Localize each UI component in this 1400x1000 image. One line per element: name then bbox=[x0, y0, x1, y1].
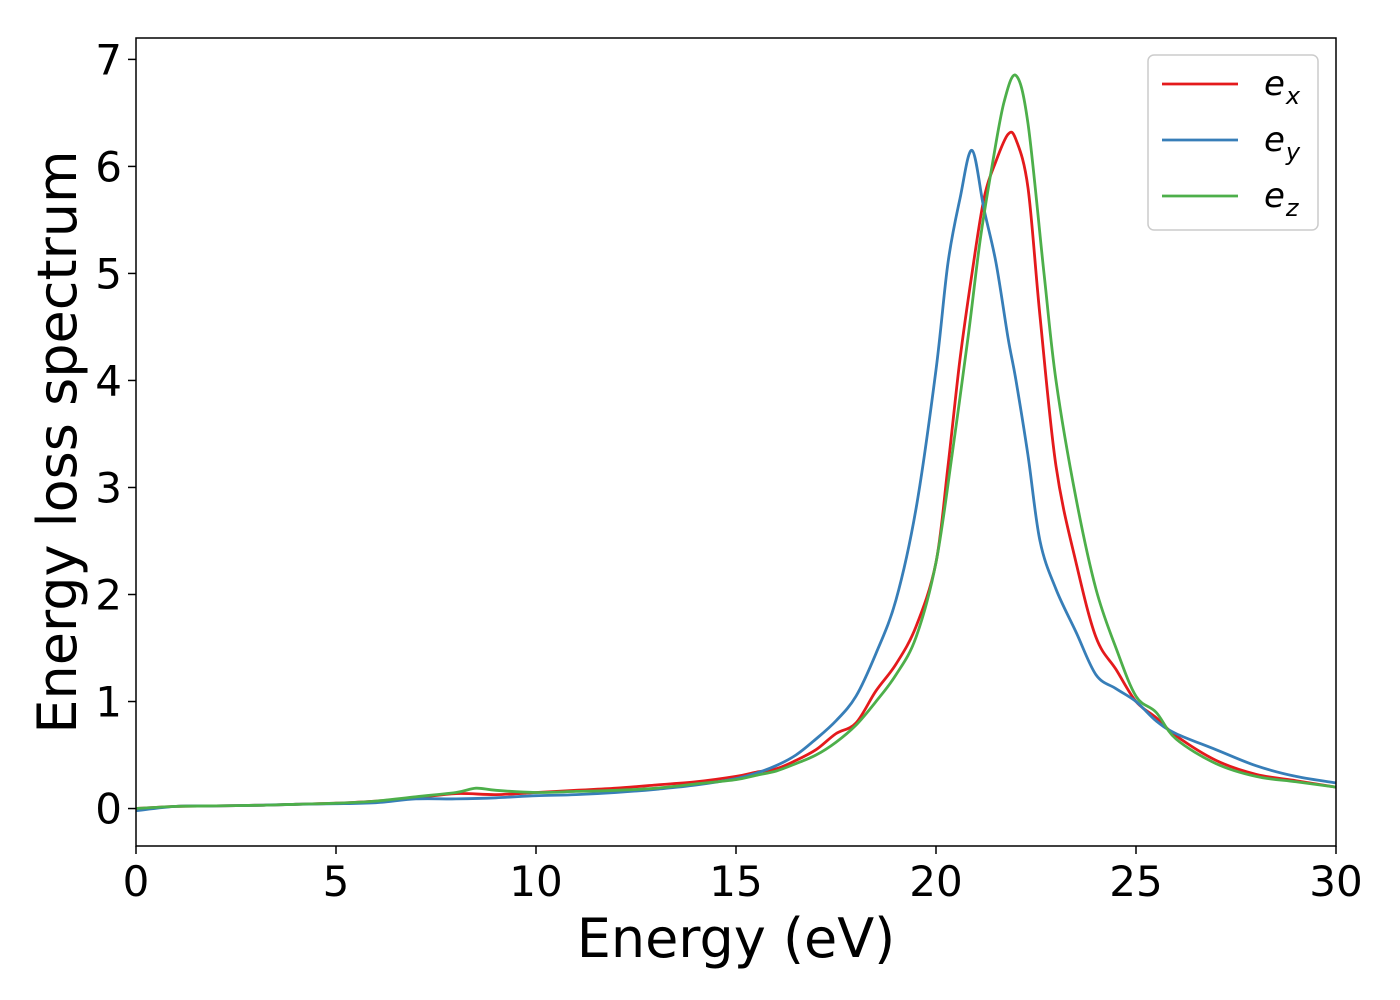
series-layer bbox=[135, 73, 1337, 813]
legend-box bbox=[1147, 54, 1319, 231]
y-tick-label: 5 bbox=[95, 249, 122, 298]
x-tick-label: 15 bbox=[709, 857, 762, 906]
y-tick-label: 1 bbox=[95, 678, 122, 727]
y-tick-label: 2 bbox=[95, 571, 122, 620]
y-tick-label: 6 bbox=[95, 142, 122, 191]
y-tick-label: 3 bbox=[95, 463, 122, 512]
x-tick-label: 5 bbox=[323, 857, 350, 906]
x-tick-label: 10 bbox=[509, 857, 562, 906]
x-tick-label: 25 bbox=[1109, 857, 1162, 906]
y-tick-label: 0 bbox=[95, 785, 122, 834]
y-tick-label: 7 bbox=[95, 35, 122, 84]
legend-subscript-x: x bbox=[1285, 82, 1301, 110]
y-axis-title: Energy loss spectrum bbox=[26, 150, 89, 733]
x-axis-title: Energy (eV) bbox=[577, 907, 896, 970]
y-axis-ticks: 0 1 2 3 4 5 6 7 bbox=[95, 35, 136, 834]
x-axis-ticks: 0 5 10 15 20 25 30 bbox=[123, 846, 1363, 906]
series-line-ey bbox=[135, 148, 1337, 813]
y-tick-label: 4 bbox=[95, 356, 122, 405]
legend-subscript-y: y bbox=[1285, 138, 1301, 166]
x-tick-label: 20 bbox=[909, 857, 962, 906]
series-line-ez bbox=[135, 73, 1337, 810]
x-tick-label: 0 bbox=[123, 857, 150, 906]
legend-subscript-z: z bbox=[1285, 194, 1300, 222]
x-tick-label: 30 bbox=[1309, 857, 1362, 906]
